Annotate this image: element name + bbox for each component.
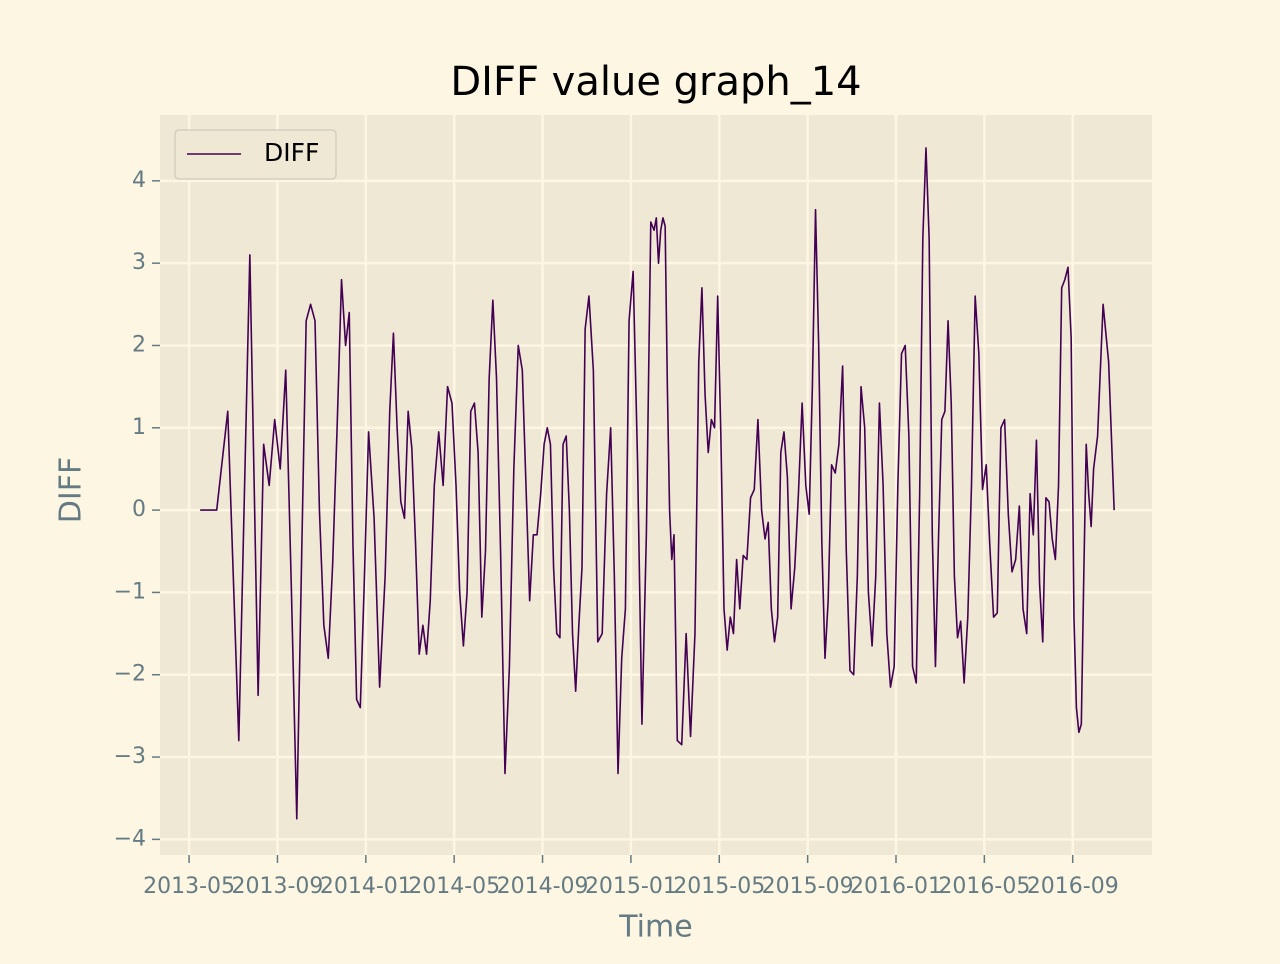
chart-title: DIFF value graph_14 bbox=[450, 59, 861, 105]
x-tick-label: 2014-05 bbox=[408, 874, 500, 899]
x-tick-label: 2014-01 bbox=[320, 874, 412, 899]
x-tick-label: 2015-01 bbox=[585, 874, 677, 899]
x-tick-label: 2016-01 bbox=[850, 874, 942, 899]
y-tick-label: 4 bbox=[132, 168, 146, 193]
legend: DIFF bbox=[174, 129, 337, 180]
y-tick-label: 1 bbox=[132, 415, 146, 440]
x-tick-label: 2013-05 bbox=[143, 874, 235, 899]
y-tick-label: 3 bbox=[132, 250, 146, 275]
plot bbox=[200, 147, 1115, 820]
x-tick-label: 2015-09 bbox=[762, 874, 854, 899]
data-line bbox=[200, 147, 1115, 820]
legend-box bbox=[174, 129, 337, 180]
y-tick-label: −4 bbox=[114, 826, 146, 851]
y-tick-label: 2 bbox=[132, 332, 146, 357]
x-tick-label: 2014-09 bbox=[497, 874, 589, 899]
x-tick-label: 2015-05 bbox=[673, 874, 765, 899]
y-axis-label: DIFF bbox=[54, 457, 89, 523]
x-tick-label: 2016-09 bbox=[1027, 874, 1119, 899]
y-tick-label: −2 bbox=[114, 662, 146, 687]
y-tick-label: 0 bbox=[132, 497, 146, 522]
legend-label: DIFF bbox=[264, 138, 319, 167]
y-tick-label: −3 bbox=[114, 744, 146, 769]
x-tick-label: 2013-09 bbox=[231, 874, 323, 899]
y-tick-label: −1 bbox=[114, 579, 146, 604]
x-axis-label: Time bbox=[618, 910, 692, 945]
x-tick-label: 2016-05 bbox=[938, 874, 1030, 899]
